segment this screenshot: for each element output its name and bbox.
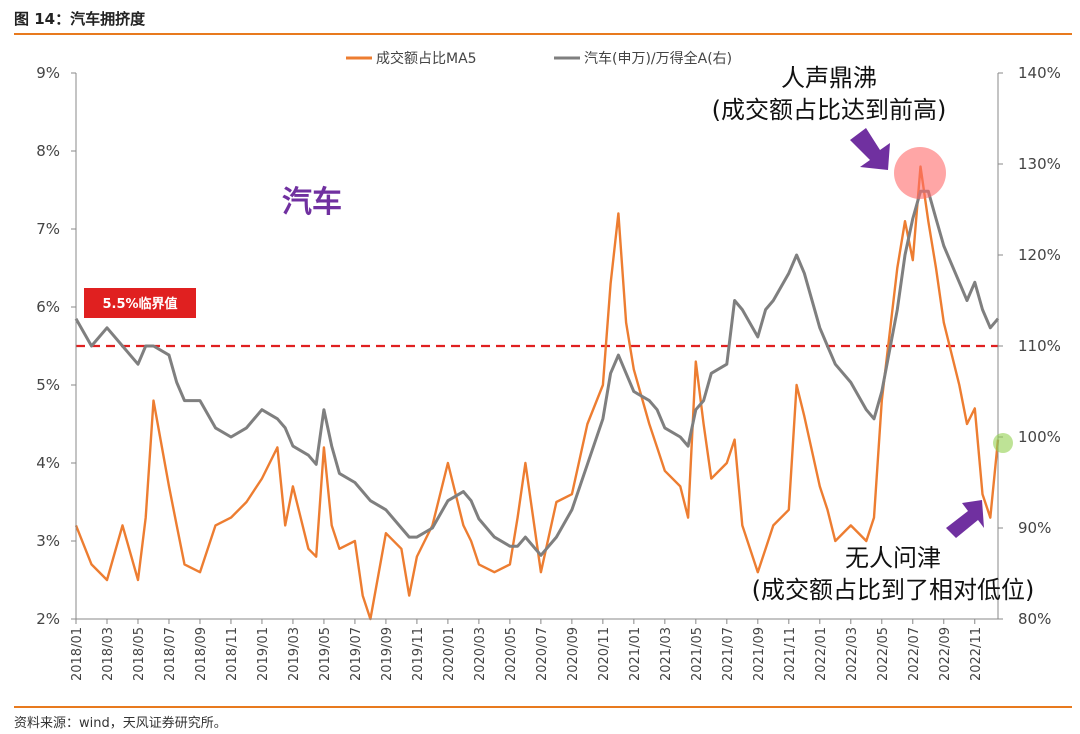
high-callout-subtitle: (成交额占比达到前高): [712, 96, 947, 124]
y-right-tick-label: 110%: [1018, 337, 1061, 355]
source-note: 资料来源：wind，天风证券研究所。: [14, 716, 227, 731]
x-tick-label: 2020/03: [473, 627, 488, 681]
high-highlight-circle: [894, 147, 946, 199]
x-tick-label: 2020/07: [535, 627, 550, 681]
y-left-tick-label: 9%: [36, 64, 60, 82]
x-tick-label: 2019/03: [287, 627, 302, 681]
figure-title: 图 14：汽车拥挤度: [14, 10, 146, 28]
y-left-tick-label: 7%: [36, 220, 60, 238]
y-right-tick-label: 80%: [1018, 610, 1051, 628]
high-callout-title: 人声鼎沸: [781, 64, 877, 92]
y-left-tick-label: 5%: [36, 376, 60, 394]
bottom-rule: [14, 706, 1072, 708]
x-tick-label: 2022/01: [814, 627, 829, 681]
x-tick-label: 2018/03: [101, 627, 116, 681]
x-tick-label: 2019/07: [349, 627, 364, 681]
y-right-tick-label: 100%: [1018, 428, 1061, 446]
series-line-relative-index: [74, 189, 1000, 557]
y-right-tick-label: 140%: [1018, 64, 1061, 82]
y-right-tick-label: 130%: [1018, 155, 1061, 173]
threshold-label: 5.5%临界值: [102, 296, 177, 312]
x-tick-label: 2021/03: [659, 627, 674, 681]
top-rule: [14, 33, 1072, 35]
x-tick-label: 2021/01: [628, 627, 643, 681]
series-line-turnover-share: [74, 165, 1000, 621]
x-tick-label: 2019/01: [256, 627, 271, 681]
x-tick-label: 2018/09: [194, 627, 209, 681]
x-tick-label: 2019/09: [380, 627, 395, 681]
legend-label: 汽车(申万)/万得全A(右): [584, 50, 732, 67]
x-tick-label: 2019/05: [318, 627, 333, 681]
sector-label: 汽车: [282, 185, 342, 220]
x-tick-label: 2022/05: [876, 627, 891, 681]
low-callout-title: 无人问津: [845, 544, 941, 572]
x-tick-label: 2019/11: [411, 627, 426, 681]
x-tick-label: 2020/01: [442, 627, 457, 681]
low-highlight-circle: [993, 433, 1013, 453]
y-left-tick-label: 4%: [36, 454, 60, 472]
low-callout-subtitle: (成交额占比到了相对低位): [752, 576, 1035, 604]
low-arrow-icon: [946, 500, 984, 538]
y-left-tick-label: 2%: [36, 610, 60, 628]
x-tick-label: 2018/05: [132, 627, 147, 681]
x-tick-label: 2022/11: [969, 627, 984, 681]
legend-label: 成交额占比MA5: [376, 50, 477, 67]
x-tick-label: 2018/07: [163, 627, 178, 681]
y-right-tick-label: 120%: [1018, 246, 1061, 264]
x-tick-label: 2018/11: [225, 627, 240, 681]
x-tick-label: 2021/11: [783, 627, 798, 681]
x-tick-label: 2020/05: [504, 627, 519, 681]
high-arrow-icon: [850, 128, 890, 170]
x-tick-label: 2022/03: [845, 627, 860, 681]
y-right-tick-label: 90%: [1018, 519, 1051, 537]
x-tick-label: 2018/01: [70, 627, 85, 681]
y-left-tick-label: 3%: [36, 532, 60, 550]
x-tick-label: 2022/07: [907, 627, 922, 681]
y-left-tick-label: 6%: [36, 298, 60, 316]
x-tick-label: 2021/09: [752, 627, 767, 681]
x-tick-label: 2022/09: [938, 627, 953, 681]
x-tick-label: 2021/07: [721, 627, 736, 681]
threshold-badge: [84, 288, 196, 318]
y-left-tick-label: 8%: [36, 142, 60, 160]
x-tick-label: 2020/09: [566, 627, 581, 681]
x-tick-label: 2021/05: [690, 627, 705, 681]
x-tick-label: 2020/11: [597, 627, 612, 681]
